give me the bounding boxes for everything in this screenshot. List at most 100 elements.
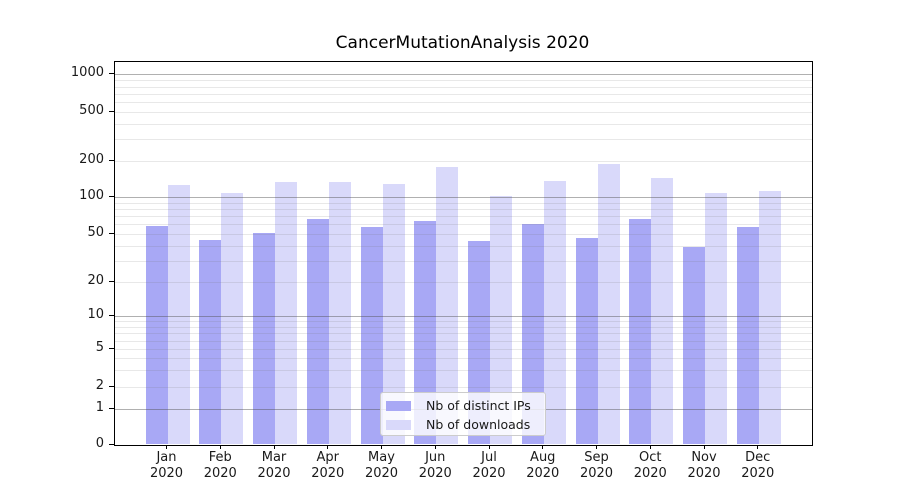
chart-title: CancerMutationAnalysis 2020 (335, 33, 590, 53)
bar-downloads-jan (167, 185, 190, 444)
x-tick (542, 445, 544, 449)
x-tick (327, 445, 329, 449)
x-tick-label-jun: Jun 2020 (418, 450, 452, 481)
x-tick-label-feb: Feb 2020 (203, 450, 237, 481)
gridline-6 (115, 340, 812, 342)
x-tick (166, 445, 168, 449)
y-tick-label: 200 (79, 152, 104, 167)
x-tick-label-apr: Apr 2020 (311, 450, 345, 481)
bar-distinct-ips-sep (575, 237, 598, 444)
gridline-300 (115, 139, 812, 141)
bar-distinct-ips-apr (306, 219, 329, 444)
gridline-8 (115, 326, 812, 328)
y-tick (109, 407, 114, 409)
gridline-70 (115, 216, 812, 218)
x-tick-label-oct: Oct 2020 (633, 450, 667, 481)
bar-distinct-ips-jan (145, 226, 168, 444)
gridline-900 (115, 80, 812, 82)
x-tick (703, 445, 705, 449)
x-tick (381, 445, 383, 449)
y-tick-label: 5 (95, 340, 104, 356)
y-tick (109, 72, 114, 75)
bar-distinct-ips-oct (629, 219, 652, 444)
legend-swatch-distinct-ips (386, 400, 411, 411)
legend: Nb of distinct IPs Nb of downloads (380, 392, 546, 436)
gridline-80 (115, 209, 812, 210)
gridline-800 (115, 86, 812, 88)
gridline-10 (115, 316, 812, 318)
x-tick (219, 445, 221, 449)
x-tick-label-may: May 2020 (364, 450, 399, 481)
y-tick (109, 347, 114, 350)
y-tick-label: 20 (87, 273, 104, 288)
gridline-200 (115, 161, 812, 162)
gridline-5 (115, 349, 812, 351)
y-tick-label: 1 (95, 400, 104, 415)
x-tick-label-dec: Dec 2020 (741, 450, 775, 481)
y-tick-label: 100 (79, 188, 104, 203)
y-tick-label: 50 (87, 225, 104, 241)
bar-downloads-oct (651, 178, 674, 444)
x-tick (649, 445, 651, 449)
y-tick (109, 159, 114, 161)
gridline-60 (115, 224, 812, 226)
bar-distinct-ips-jun (414, 221, 437, 444)
bar-downloads-mar (275, 182, 297, 444)
bar-downloads-feb (221, 193, 244, 444)
y-tick-label: 2 (95, 378, 104, 393)
gridline-9 (115, 321, 812, 323)
x-tick (488, 445, 490, 449)
gridline-100 (115, 197, 812, 198)
y-tick (109, 195, 114, 197)
gridline-50 (115, 234, 812, 236)
x-tick (596, 445, 598, 449)
x-tick (434, 445, 436, 449)
y-tick (109, 110, 114, 113)
x-tick-label-jul: Jul 2020 (472, 450, 506, 481)
legend-swatch-downloads (386, 419, 411, 430)
y-tick (109, 314, 114, 317)
x-tick (273, 445, 275, 449)
gridline-500 (115, 112, 812, 114)
bar-distinct-ips-nov (683, 247, 705, 444)
y-tick (109, 232, 114, 235)
gridline-3 (115, 370, 812, 372)
bar-downloads-dec (758, 191, 781, 444)
gridline-4 (115, 358, 812, 360)
gridline-400 (115, 124, 812, 126)
gridline-700 (115, 93, 812, 95)
gridline-90 (115, 202, 812, 204)
gridline-20 (115, 282, 812, 283)
x-tick-label-jan: Jan 2020 (149, 450, 184, 481)
legend-entry-downloads: Nb of downloads (381, 416, 530, 433)
bar-downloads-jul (490, 196, 512, 444)
legend-label-distinct-ips: Nb of distinct IPs (426, 398, 531, 413)
bar-distinct-ips-dec (736, 227, 759, 444)
x-tick-label-aug: Aug 2020 (526, 450, 560, 481)
x-tick (757, 445, 759, 449)
gridline-30 (115, 260, 812, 262)
bar-downloads-aug (543, 181, 566, 444)
bar-downloads-sep (597, 164, 620, 444)
legend-entry-distinct-ips: Nb of distinct IPs (381, 397, 531, 414)
legend-label-downloads: Nb of downloads (426, 417, 531, 432)
plot-area (114, 61, 813, 446)
y-tick (109, 443, 114, 446)
y-tick (109, 385, 114, 387)
x-tick-label-nov: Nov 2020 (687, 450, 721, 481)
bar-downloads-may (382, 183, 405, 444)
bar-downloads-nov (705, 193, 727, 444)
gridline-2 (115, 387, 812, 388)
y-tick-label: 10 (87, 307, 104, 323)
y-tick (109, 280, 114, 282)
x-tick-label-mar: Mar 2020 (257, 450, 291, 481)
y-tick-label: 0 (95, 436, 104, 452)
gridline-600 (115, 102, 812, 104)
bar-distinct-ips-feb (199, 239, 222, 444)
gridline-1000 (115, 74, 812, 76)
bar-distinct-ips-may (360, 227, 383, 444)
y-tick-label: 500 (79, 103, 104, 119)
y-tick-label: 1000 (70, 65, 104, 81)
bar-distinct-ips-aug (521, 223, 544, 444)
